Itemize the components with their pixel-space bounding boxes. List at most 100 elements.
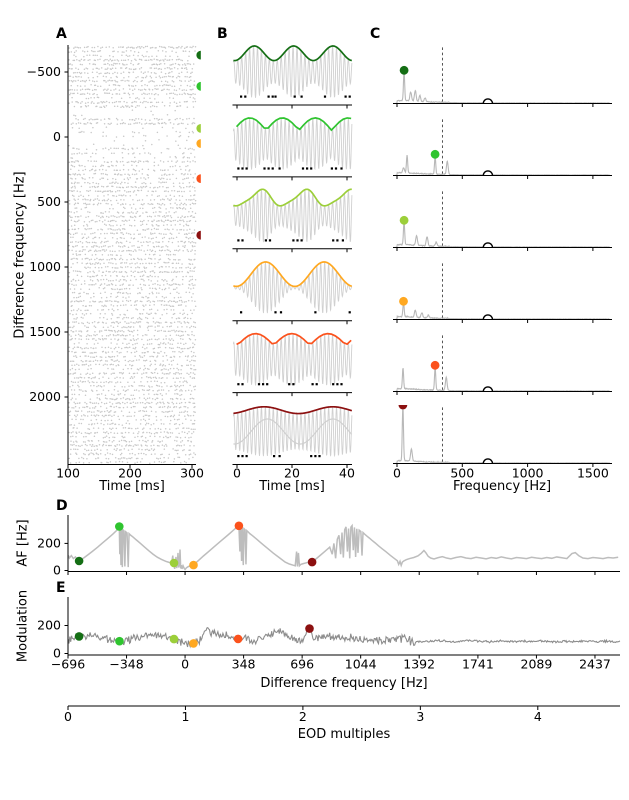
panel-label-b: B (217, 26, 228, 42)
unit-marker (196, 124, 201, 133)
spike-dot (241, 239, 244, 242)
spike-dot (241, 455, 244, 458)
panel-label-d: D (56, 498, 68, 514)
panel-b-row (232, 261, 353, 325)
spike-dot (293, 95, 296, 98)
eod-marker (482, 386, 494, 392)
carrier-wave (232, 45, 353, 98)
spike-dot (264, 239, 267, 242)
carrier-wave (232, 189, 353, 243)
tick-label: 40 (339, 466, 355, 481)
unit-markers-a (196, 50, 201, 240)
panel-label-c: C (370, 26, 381, 42)
unit-marker (305, 624, 314, 633)
tick-label: −696 (51, 657, 85, 672)
unit-marker (307, 557, 317, 567)
tick-label: 200 (37, 618, 61, 633)
eod-marker (482, 242, 494, 248)
panel-c-row (393, 261, 612, 323)
spectrum-line (395, 301, 610, 320)
spike-dot (279, 311, 283, 314)
panel-label-e: E (56, 580, 66, 596)
axis-label-d-y: AF [Hz] (15, 519, 31, 567)
unit-marker (430, 360, 440, 370)
spike-dot (237, 167, 240, 170)
unit-marker (189, 639, 198, 648)
unit-marker (196, 139, 201, 148)
tick-label: 0 (181, 657, 189, 672)
spike-dot (314, 455, 317, 458)
tick-label: 1392 (403, 657, 435, 672)
spike-dot (310, 167, 313, 170)
panel-e: 0 200 −696 −348 0 348 696 1044 1392 1741 2089 2437 (37, 597, 621, 672)
eod-marker (482, 314, 494, 320)
spike-dot (340, 383, 343, 386)
eod-marker (482, 98, 494, 104)
carrier-wave (233, 261, 353, 314)
tick-label: 1741 (462, 657, 494, 672)
spike-dot (296, 239, 299, 242)
envelope-line (233, 405, 353, 415)
tick-label: 500 (37, 194, 61, 209)
axis-label-e-x: Difference frequency [Hz] (260, 676, 428, 691)
af-curve (67, 523, 619, 571)
spike-dot (245, 455, 248, 458)
envelope-line (233, 45, 352, 62)
panel-b-row (232, 117, 353, 181)
unit-marker (196, 174, 201, 183)
spike-dot (336, 239, 339, 242)
tick-label: −348 (109, 657, 143, 672)
unit-marker (74, 556, 84, 566)
panel-d: 0 200 (37, 515, 620, 578)
unit-marker (233, 634, 243, 644)
unit-marker (399, 296, 408, 306)
tick-label: 0 (53, 129, 61, 144)
spike-dot (348, 95, 351, 98)
tick-label: 3 (416, 709, 424, 724)
spike-dot (314, 311, 317, 314)
unit-marker (196, 50, 201, 60)
tick-label: 0 (233, 466, 241, 481)
tick-label: 696 (290, 657, 314, 672)
spectrum-line (395, 154, 610, 176)
tick-label: 1 (181, 709, 189, 724)
spike-dot (240, 311, 243, 314)
panel-c-row (393, 117, 612, 179)
tick-label: 200 (37, 536, 61, 551)
tick-label: 0 (64, 709, 72, 724)
spike-dot (241, 383, 244, 386)
unit-marker (430, 149, 440, 159)
spike-dot (237, 383, 240, 386)
unit-marker (115, 636, 124, 646)
spike-dot (340, 167, 343, 170)
spike-dot (332, 383, 335, 386)
spike-dot (288, 383, 291, 386)
tick-label: 20 (284, 466, 300, 481)
envelope-line (236, 332, 352, 346)
tick-label: 0 (53, 646, 61, 661)
panel-c-row (393, 45, 612, 107)
spike-dot (341, 239, 344, 242)
spike-dot (273, 455, 276, 458)
spike-dot (315, 383, 318, 386)
carrier-wave (232, 117, 353, 171)
tick-label: 1044 (345, 657, 377, 672)
spike-dot (257, 383, 261, 386)
spike-dot (323, 95, 327, 98)
tick-label: 100 (56, 466, 80, 481)
tick-label: 0 (393, 466, 401, 481)
spike-dot (334, 167, 338, 170)
envelope-line (235, 117, 352, 132)
tick-label: 1500 (577, 466, 609, 481)
spike-dot (330, 167, 333, 170)
axis-label-b-x: Time [ms] (259, 479, 325, 494)
panel-b-row: 0 20 40 (232, 405, 355, 481)
spike-dot (266, 383, 269, 386)
envelope-line (233, 188, 352, 207)
panel-label-a: A (56, 26, 67, 42)
spike-dot (306, 167, 309, 170)
spike-dot (292, 239, 295, 242)
secondary-wave (233, 418, 353, 445)
modulation-curve (67, 624, 621, 649)
unit-marker (234, 521, 244, 531)
